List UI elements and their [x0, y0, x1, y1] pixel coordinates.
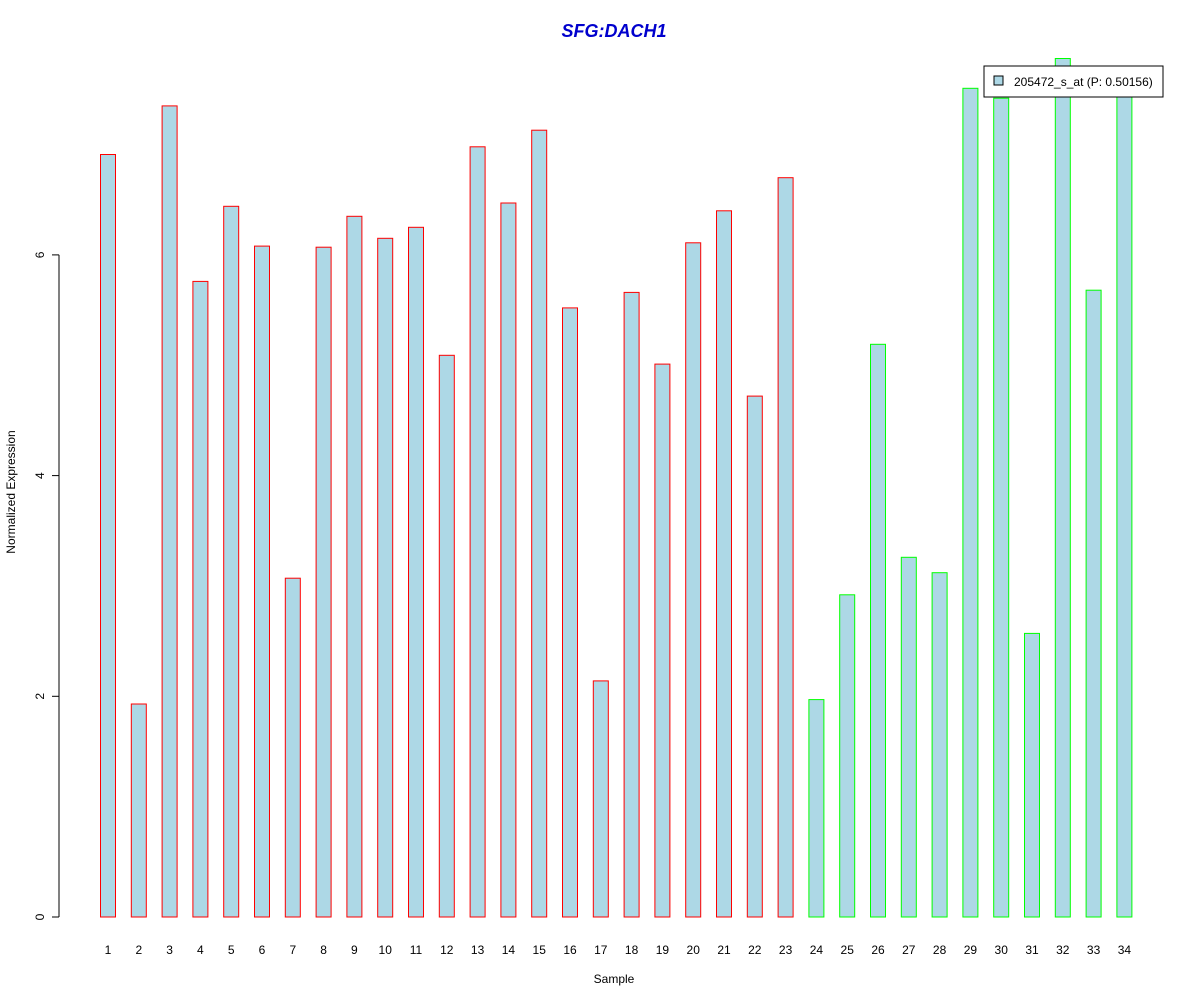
y-tick-label: 2 — [33, 693, 47, 700]
bar-sample-12 — [438, 354, 455, 918]
legend-swatch — [993, 75, 1004, 86]
bar-sample-8 — [315, 246, 332, 918]
x-tick-label: 15 — [533, 943, 547, 957]
x-tick-label: 19 — [656, 943, 670, 957]
bar-sample-32 — [1054, 58, 1071, 918]
x-tick-label: 22 — [748, 943, 762, 957]
x-tick-label: 1 — [105, 943, 112, 957]
bar-sample-17 — [592, 680, 609, 918]
bar-sample-11 — [408, 226, 424, 918]
x-tick-label: 29 — [964, 943, 978, 957]
x-tick-label: 18 — [625, 943, 639, 957]
legend: 205472_s_at (P: 0.50156) — [983, 65, 1164, 98]
y-axis-label: Normalized Expression — [4, 430, 18, 553]
y-tick-label: 4 — [33, 472, 47, 479]
x-tick-label: 11 — [410, 943, 423, 957]
chart-title: SFG:DACH1 — [561, 21, 666, 41]
bar-sample-1 — [100, 154, 116, 918]
x-tick-label: 2 — [135, 943, 142, 957]
bar-sample-3 — [161, 105, 178, 918]
y-tick-label: 6 — [33, 251, 47, 258]
bar-sample-33 — [1085, 289, 1102, 918]
bar-sample-19 — [654, 363, 671, 918]
bar-sample-26 — [870, 343, 886, 918]
x-tick-label: 26 — [871, 943, 885, 957]
x-tick-label: 7 — [289, 943, 296, 957]
bar-sample-34 — [1116, 81, 1133, 918]
bar-sample-31 — [1024, 632, 1040, 918]
x-tick-label: 8 — [320, 943, 327, 957]
bar-sample-27 — [900, 556, 917, 918]
bar-sample-24 — [808, 699, 825, 918]
bar-sample-10 — [377, 237, 394, 918]
bars — [100, 58, 1133, 918]
bar-sample-30 — [993, 97, 1010, 918]
x-tick-label: 6 — [259, 943, 266, 957]
x-tick-label: 12 — [440, 943, 454, 957]
x-tick-label: 20 — [687, 943, 701, 957]
bar-sample-29 — [962, 87, 979, 918]
x-tick-label: 24 — [810, 943, 824, 957]
y-tick-label: 0 — [33, 913, 47, 920]
bar-sample-6 — [254, 245, 270, 918]
bar-sample-22 — [746, 395, 763, 918]
x-tick-label: 23 — [779, 943, 793, 957]
bar-sample-13 — [469, 146, 486, 918]
x-tick-label: 30 — [995, 943, 1009, 957]
bar-sample-14 — [500, 202, 517, 918]
x-tick-label: 34 — [1118, 943, 1132, 957]
x-tick-label: 14 — [502, 943, 516, 957]
x-tick-label: 25 — [841, 943, 855, 957]
x-tick-label: 5 — [228, 943, 235, 957]
bar-sample-7 — [284, 577, 301, 918]
x-tick-label: 4 — [197, 943, 204, 957]
legend-entry: 205472_s_at (P: 0.50156) — [1014, 75, 1153, 89]
bar-sample-4 — [192, 280, 209, 918]
x-tick-label: 28 — [933, 943, 947, 957]
x-tick-label: 27 — [902, 943, 916, 957]
bar-sample-25 — [839, 594, 856, 918]
bar-sample-20 — [685, 242, 702, 918]
bar-sample-9 — [346, 215, 363, 918]
x-tick-label: 13 — [471, 943, 485, 957]
bar-sample-18 — [623, 291, 640, 918]
x-tick-label: 32 — [1056, 943, 1070, 957]
x-tick-label: 33 — [1087, 943, 1101, 957]
x-tick-label: 10 — [379, 943, 393, 957]
x-tick-label: 17 — [594, 943, 608, 957]
x-tick-label: 21 — [717, 943, 731, 957]
x-axis-label: Sample — [594, 972, 635, 986]
x-tick-label: 3 — [166, 943, 173, 957]
bar-sample-28 — [931, 572, 948, 918]
bar-sample-23 — [777, 177, 794, 918]
bar-sample-21 — [716, 210, 732, 918]
x-tick-label: 31 — [1025, 943, 1039, 957]
x-tick-label: 9 — [351, 943, 358, 957]
y-axis: 0 2 4 6 — [33, 251, 60, 920]
x-tick-labels: 1 2 3 4 5 6 7 8 9 10 11 12 13 14 15 16 17 18 19 20 21 22 23 24 2… — [105, 943, 1132, 957]
bar-sample-16 — [562, 307, 578, 918]
bar-sample-2 — [130, 703, 147, 918]
bar-sample-15 — [531, 129, 548, 918]
legend-box — [983, 65, 1164, 98]
x-tick-label: 16 — [563, 943, 577, 957]
bar-sample-5 — [223, 205, 240, 918]
